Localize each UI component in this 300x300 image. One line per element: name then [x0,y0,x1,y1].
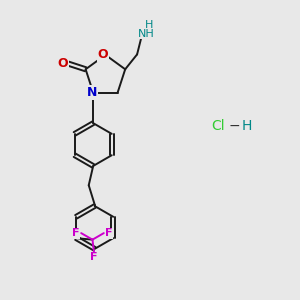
Text: NH: NH [138,28,155,39]
Text: H: H [145,20,153,30]
Text: F: F [72,228,80,238]
Text: Cl: Cl [212,119,225,133]
Text: F: F [90,252,98,262]
Text: H: H [242,119,252,133]
Text: N: N [86,86,97,99]
Text: −: − [229,119,241,133]
Text: O: O [58,57,68,70]
Text: O: O [98,48,108,62]
Text: F: F [105,228,112,238]
